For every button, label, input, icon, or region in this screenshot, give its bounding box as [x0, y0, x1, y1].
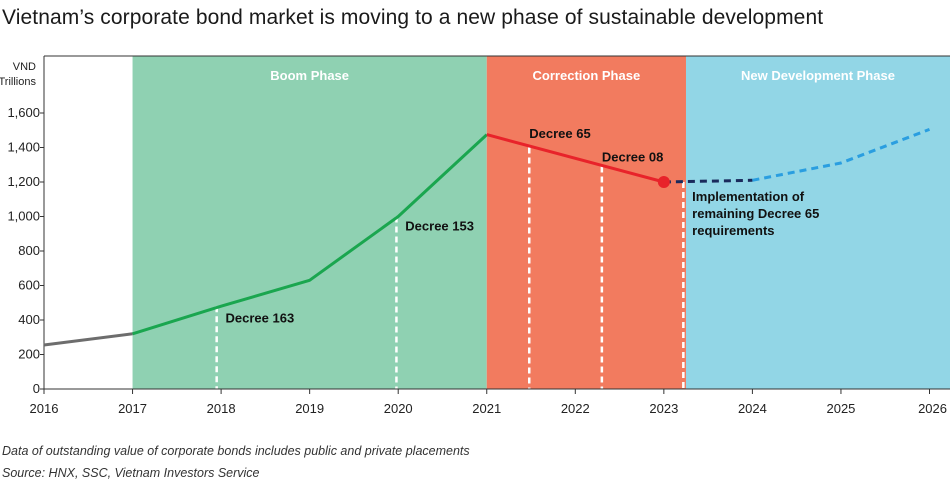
y-tick-label: 1,000: [7, 209, 40, 224]
x-tick-label: 2024: [738, 401, 767, 416]
x-tick-label: 2019: [295, 401, 324, 416]
series-line-projection: [752, 127, 931, 182]
y-tick-label: 1,400: [7, 140, 40, 155]
decree-label-line: remaining Decree 65: [692, 206, 819, 221]
phase-band-correction-phase: [486, 56, 686, 389]
decree-label-decree-65: Decree 65: [529, 126, 590, 141]
x-tick-label: 2016: [30, 401, 59, 416]
y-tick-label: 200: [18, 347, 40, 362]
decree-label-line: requirements: [692, 223, 774, 238]
phase-band-new-development-phase: [685, 56, 950, 389]
decree-lines: [215, 147, 685, 389]
plot-frame: [43, 55, 950, 390]
decree-labels: Decree 163 Decree 153 Decree 65 Decree 08 Im…: [226, 126, 820, 326]
y-tick-label: 0: [33, 381, 40, 396]
x-tick-label: 2023: [649, 401, 678, 416]
x-tick-label: 2017: [118, 401, 147, 416]
y-tick-label: 600: [18, 278, 40, 293]
phase-label-new-development-phase: New Development Phase: [741, 68, 895, 83]
decree-label-decree-08: Decree 08: [602, 149, 663, 164]
y-axis-unit: VND Trillions: [0, 61, 36, 88]
y-tick-label: 800: [18, 243, 40, 258]
phase-label-correction-phase: Correction Phase: [533, 68, 641, 83]
footnote: Data of outstanding value of corporate b…: [2, 444, 470, 458]
decree-label-line: Implementation of: [692, 189, 805, 204]
series-line-correction: [486, 133, 665, 184]
y-axis-unit-line: VND: [13, 61, 36, 73]
x-tick-label: 2018: [207, 401, 236, 416]
decree-label-decree-153: Decree 153: [405, 218, 474, 233]
y-axis-unit-line: Trillions: [0, 76, 36, 88]
series-line-pre-boom: [43, 332, 133, 347]
x-tick-label: 2025: [826, 401, 855, 416]
y-tick-label: 1,200: [7, 174, 40, 189]
x-tick-label: 2026: [918, 401, 947, 416]
series-line-boom: [132, 133, 488, 336]
series-lines: [43, 127, 931, 347]
phase-labels: Boom Phase Correction Phase New Developmen…: [270, 68, 895, 83]
marker: [657, 176, 670, 188]
phase-band-boom-phase: [132, 56, 487, 389]
highlight-point: [657, 176, 670, 188]
phase-bands: [132, 56, 950, 389]
phase-label-boom-phase: Boom Phase: [270, 68, 349, 83]
series-line-transition: [663, 178, 753, 184]
y-axis: 0 200 400 600 800 1,000 1,200 1,400 1,600: [7, 105, 44, 396]
chart-title: Vietnam’s corporate bond market is movin…: [2, 6, 824, 29]
decree-label-implementation-of-remaining-decree-65-requirements: Implementation of remaining Decree 65 requ…: [692, 189, 819, 238]
x-axis: 2016 2017 2018 2019 2020 2021 2022 2023 2024 2025…: [30, 389, 947, 416]
x-tick-label: 2020: [384, 401, 413, 416]
y-tick-label: 400: [18, 312, 40, 327]
y-tick-label: 1,600: [7, 105, 40, 120]
source-note: Source: HNX, SSC, Vietnam Investors Serv…: [2, 466, 260, 480]
x-tick-label: 2022: [561, 401, 590, 416]
decree-label-decree-163: Decree 163: [226, 311, 295, 326]
x-tick-label: 2021: [472, 401, 501, 416]
